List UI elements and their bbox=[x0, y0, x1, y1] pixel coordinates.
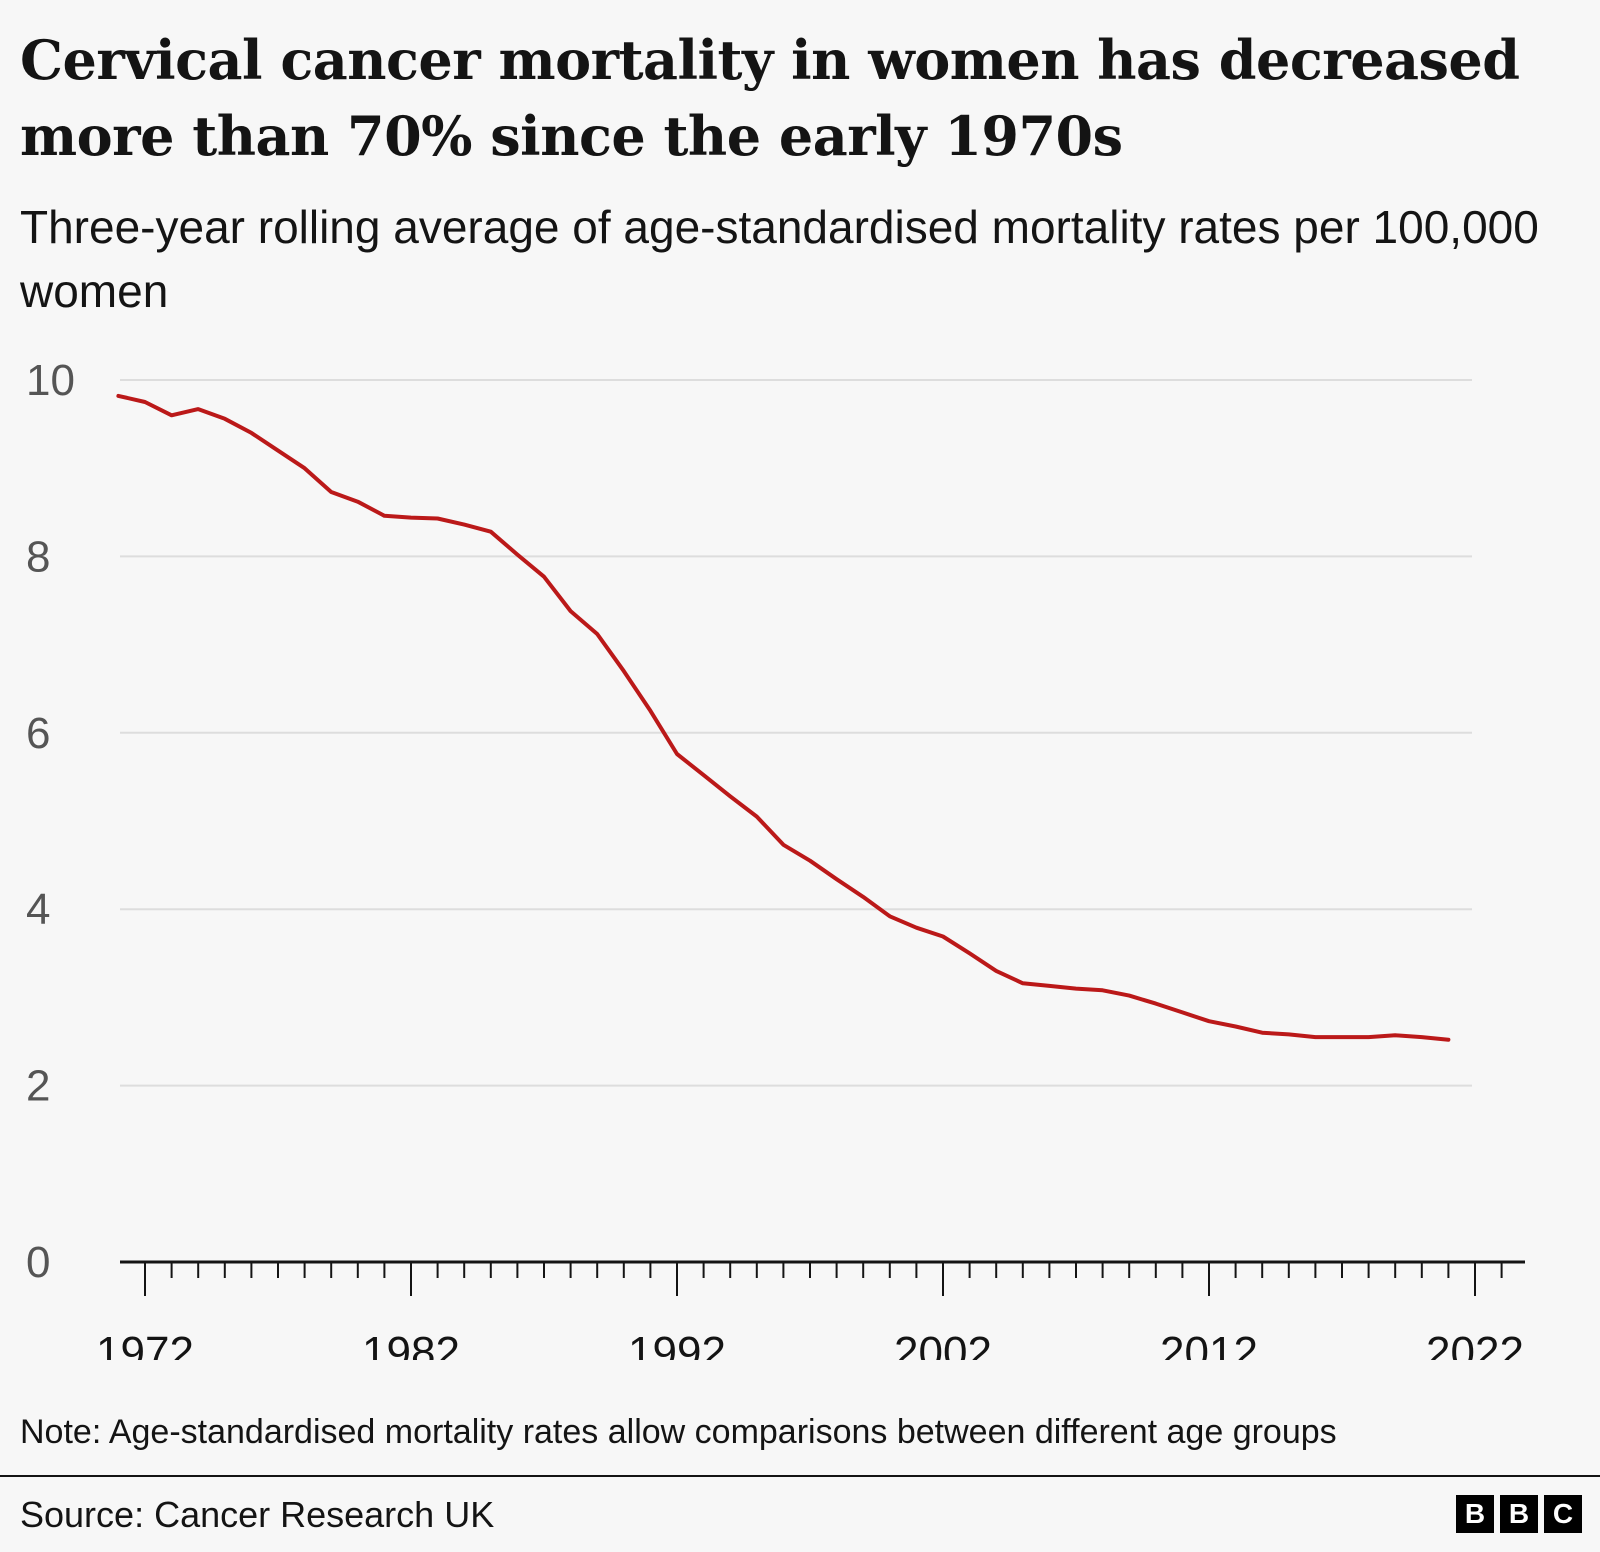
x-tick-label: 2022 bbox=[1426, 1328, 1524, 1360]
source-credit: Source: Cancer Research UK bbox=[20, 1494, 495, 1535]
logo-letter-c: C bbox=[1544, 1495, 1582, 1533]
line-chart: 0 2 4 6 8 10 1972 1982 1992 2002 2012 2022 bbox=[26, 356, 1525, 1360]
y-tick-label: 8 bbox=[26, 532, 50, 581]
x-tick-label: 1972 bbox=[96, 1328, 194, 1360]
logo-letter-b1: B bbox=[1456, 1495, 1494, 1533]
chart-title: Cervical cancer mortality in women has d… bbox=[20, 28, 1520, 168]
chart-subtitle: Three-year rolling average of age-standa… bbox=[20, 201, 1539, 317]
y-tick-label: 10 bbox=[26, 356, 75, 405]
x-tick-label: 2012 bbox=[1160, 1328, 1258, 1360]
x-tick-label: 1992 bbox=[628, 1328, 726, 1360]
chart-note: Note: Age-standardised mortality rates a… bbox=[20, 1413, 1337, 1451]
y-tick-label: 2 bbox=[26, 1062, 50, 1111]
x-tick-label: 2002 bbox=[894, 1328, 992, 1360]
y-tick-label: 0 bbox=[26, 1238, 50, 1287]
y-tick-label: 4 bbox=[26, 885, 50, 934]
logo-letter-b2: B bbox=[1500, 1495, 1538, 1533]
series-line-0 bbox=[116, 393, 1451, 1042]
bbc-logo: B B C bbox=[1456, 1495, 1582, 1533]
x-tick-label: 1982 bbox=[362, 1328, 460, 1360]
y-tick-label: 6 bbox=[26, 709, 50, 758]
footer-divider bbox=[0, 1475, 1600, 1477]
